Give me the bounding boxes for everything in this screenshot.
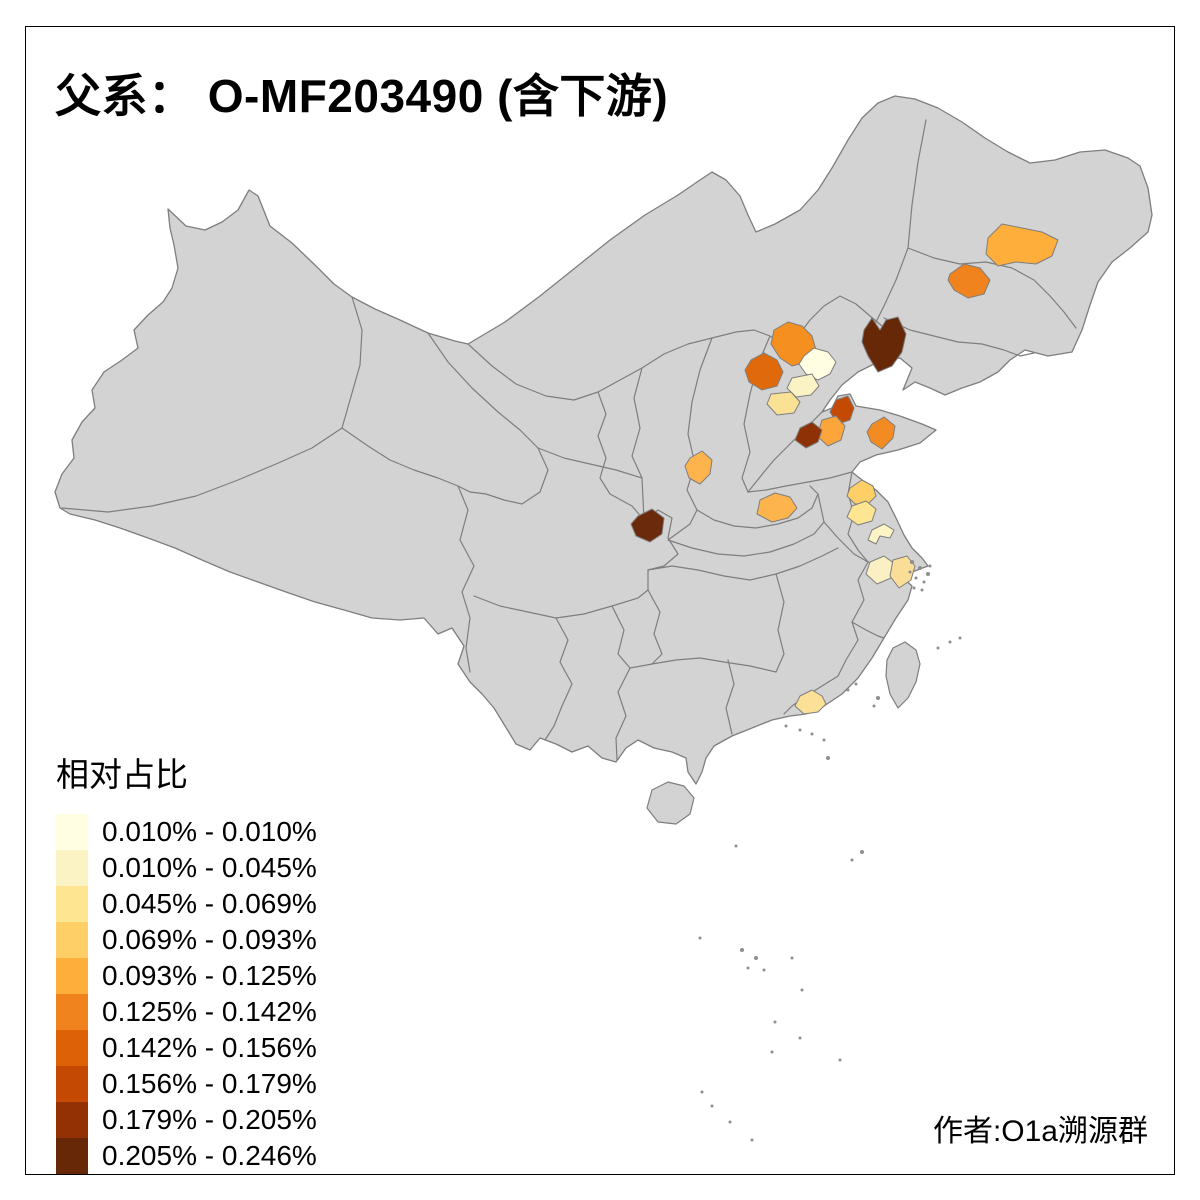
legend-row: 0.093% - 0.125%: [56, 958, 317, 994]
legend-label: 0.179% - 0.205%: [102, 1104, 317, 1135]
legend-row: 0.125% - 0.142%: [56, 994, 317, 1030]
legend-label: 0.205% - 0.246%: [102, 1140, 317, 1171]
map-region-linfen-area: [684, 450, 713, 485]
legend-swatch: [56, 994, 88, 1030]
map-region-central-jiangsu-area: [867, 523, 895, 545]
map-region-chaoyang-area: [861, 316, 907, 373]
map-region-east-guangdong-area: [794, 689, 827, 715]
taiwan-island: [885, 641, 921, 709]
map-region-langfang-area: [786, 373, 820, 398]
legend-label: 0.045% - 0.069%: [102, 888, 317, 919]
china-mainland: [54, 95, 1153, 785]
legend-row: 0.010% - 0.010%: [56, 814, 317, 850]
islands: [646, 641, 921, 825]
map-region-huaian-area: [846, 500, 877, 526]
map-region-north-zhejiang-east-area: [889, 555, 916, 589]
legend-row: 0.142% - 0.156%: [56, 1030, 317, 1066]
map-region-northeast-sichuan-area: [630, 508, 665, 543]
legend-label: 0.093% - 0.125%: [102, 960, 317, 991]
map-region-zhangjiakou-area: [744, 352, 784, 391]
legend-swatch: [56, 1066, 88, 1102]
legend-row: 0.010% - 0.045%: [56, 850, 317, 886]
map-region-jinan-area: [794, 421, 823, 449]
legend-swatch: [56, 886, 88, 922]
legend-label: 0.156% - 0.179%: [102, 1068, 317, 1099]
legend-row: 0.179% - 0.205%: [56, 1102, 317, 1138]
legend-swatch: [56, 814, 88, 850]
page-title: 父系： O-MF203490 (含下游): [55, 70, 669, 122]
province-borders: [61, 119, 1077, 761]
legend-swatch: [56, 850, 88, 886]
legend-label: 0.069% - 0.093%: [102, 924, 317, 955]
map-region-central-henan-area: [756, 492, 798, 523]
attribution-text: 作者:O1a溯源群: [932, 1115, 1148, 1148]
legend-label: 0.010% - 0.045%: [102, 852, 317, 883]
legend-swatch: [56, 1102, 88, 1138]
legend-swatch: [56, 922, 88, 958]
legend-label: 0.125% - 0.142%: [102, 996, 317, 1027]
legend-title: 相对占比: [56, 756, 188, 793]
legend-swatch: [56, 1138, 88, 1174]
legend-row: 0.156% - 0.179%: [56, 1066, 317, 1102]
legend-row: 0.069% - 0.093%: [56, 922, 317, 958]
legend-label: 0.010% - 0.010%: [102, 816, 317, 847]
choropleth-regions: [630, 223, 1059, 715]
legend: 相对占比 0.010% - 0.010% 0.010% - 0.045% 0.045…: [56, 748, 317, 1174]
hainan-island: [646, 781, 695, 825]
map-region-baoding-area: [766, 391, 801, 416]
small-islands: [698, 560, 962, 1142]
legend-swatch: [56, 958, 88, 994]
map-region-beijing-area: [798, 347, 837, 381]
plot-frame: [25, 26, 1175, 1175]
legend-label: 0.142% - 0.156%: [102, 1032, 317, 1063]
map-region-qingdao-area: [866, 416, 896, 450]
legend-row: 0.205% - 0.246%: [56, 1138, 317, 1174]
legend-rows: 0.010% - 0.010% 0.010% - 0.045% 0.045% - 0…: [56, 814, 317, 1174]
map-region-harbin-area: [985, 223, 1059, 267]
map-region-north-jiangsu-area: [846, 479, 877, 505]
legend-row: 0.045% - 0.069%: [56, 886, 317, 922]
map-region-changchun-area: [947, 263, 991, 299]
legend-swatch: [56, 1030, 88, 1066]
